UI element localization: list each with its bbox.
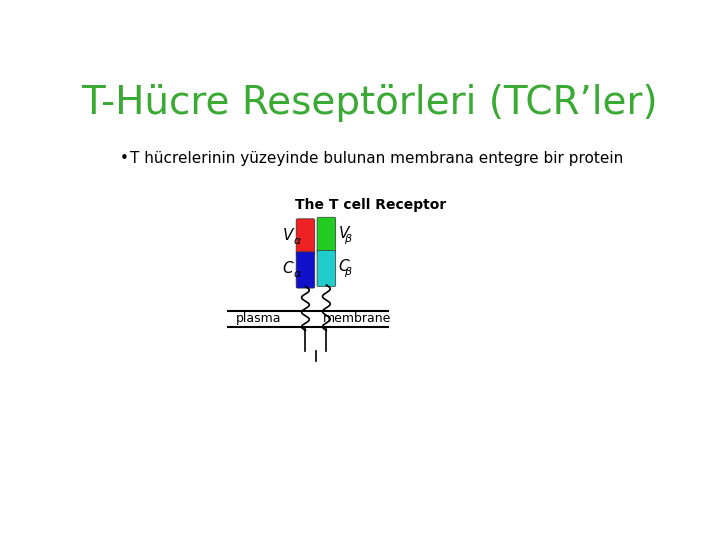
Text: α: α [294, 269, 301, 279]
FancyBboxPatch shape [296, 252, 315, 288]
Text: β: β [344, 267, 351, 278]
Text: T hücrelerinin yüzeyinde bulunan membrana entegre bir protein: T hücrelerinin yüzeyinde bulunan membran… [130, 151, 624, 166]
FancyBboxPatch shape [317, 217, 336, 253]
Text: β: β [344, 234, 351, 244]
Text: C: C [282, 261, 293, 276]
Text: α: α [294, 236, 301, 246]
Text: T-Hücre Reseptörleri (TCR’ler): T-Hücre Reseptörleri (TCR’ler) [81, 84, 657, 122]
Text: membrane: membrane [323, 313, 392, 326]
Text: The T cell Receptor: The T cell Receptor [295, 198, 446, 212]
Text: •: • [120, 151, 128, 166]
FancyBboxPatch shape [296, 219, 315, 255]
Text: V: V [283, 228, 293, 243]
FancyBboxPatch shape [317, 251, 336, 287]
Text: C: C [339, 259, 349, 274]
Text: plasma: plasma [236, 313, 282, 326]
Text: V: V [339, 226, 349, 241]
